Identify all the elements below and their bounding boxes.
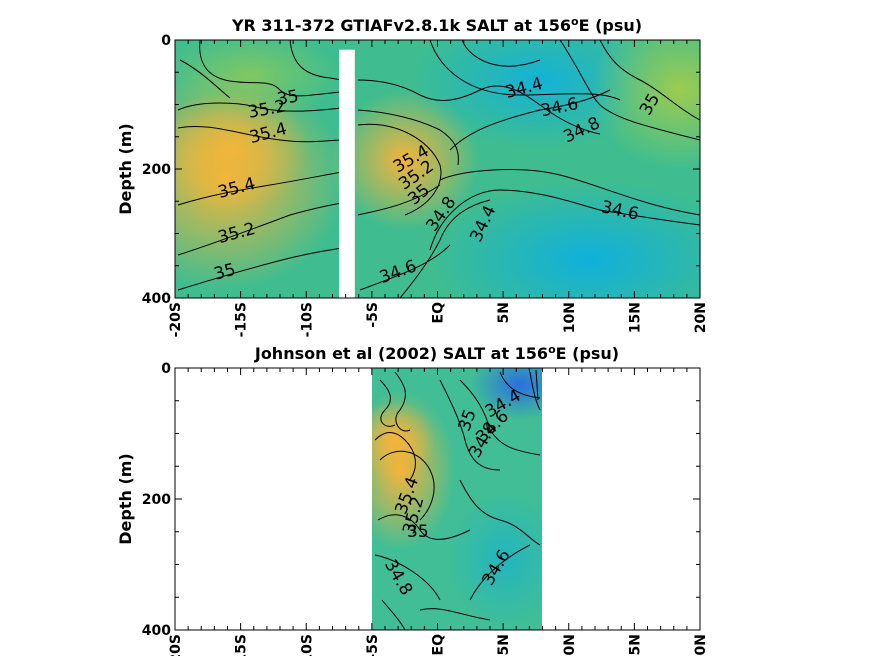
top-x-tick-label: 15N: [627, 302, 643, 333]
bottom-y-tick-label: 200: [142, 492, 171, 508]
bottom-x-tick-label: -5S: [365, 634, 381, 656]
top-axis-ticks: [174, 39, 701, 299]
bottom-axis-ticks: [174, 367, 701, 631]
top-contour-label: 35: [275, 86, 300, 109]
top-contour-lines: [177, 40, 700, 298]
bottom-x-tick-label: EQ: [431, 634, 447, 656]
top-missing-data-band: [339, 49, 355, 298]
top-x-tick-labels: -20S -15S -10S -5S EQ 5N 10N 15N 20N: [168, 302, 709, 337]
top-x-tick-label: -15S: [234, 302, 250, 337]
top-x-tick-label: -20S: [168, 302, 184, 337]
top-salinity-field: 3535.235.435.435.23534.434.634.83535.435…: [175, 40, 700, 298]
top-x-tick-label: 10N: [562, 302, 578, 333]
top-panel: YR 311-372 GTIAFv2.8.1k SALT at 156oE (p…: [116, 15, 709, 337]
top-x-tick-label: -10S: [299, 302, 315, 337]
bottom-x-tick-label: -10S: [299, 634, 315, 656]
top-panel-title: YR 311-372 GTIAFv2.8.1k SALT at 156oE (p…: [231, 15, 642, 35]
top-x-tick-label: 20N: [693, 302, 709, 333]
bottom-x-tick-label: 15N: [627, 634, 643, 656]
top-y-tick-label: 200: [142, 162, 171, 178]
top-y-axis-label: Depth (m): [116, 123, 135, 215]
bottom-y-tick-labels: 0 200 400: [142, 361, 171, 639]
top-x-tick-label: 5N: [496, 302, 512, 323]
bottom-y-axis-label: Depth (m): [116, 453, 135, 545]
bottom-x-tick-label: 10N: [562, 634, 578, 656]
top-y-tick-label: 400: [142, 291, 171, 307]
bottom-contour-lines: [374, 369, 541, 630]
top-x-tick-label: EQ: [431, 302, 447, 324]
bottom-y-tick-label: 0: [161, 361, 171, 377]
bottom-panel-title: Johnson et al (2002) SALT at 156oE (psu): [254, 343, 619, 363]
bottom-x-tick-label: -20S: [168, 634, 184, 656]
bottom-x-tick-label: 20N: [693, 634, 709, 656]
bottom-x-tick-label: 5N: [496, 634, 512, 655]
top-contour-labels: 3535.235.435.435.23534.434.634.83535.435…: [212, 74, 664, 288]
bottom-contour-label: 35: [407, 522, 429, 542]
top-x-tick-label: -5S: [365, 302, 381, 328]
top-y-tick-label: 0: [161, 33, 171, 49]
bottom-y-tick-label: 400: [142, 623, 171, 639]
bottom-x-tick-label: -15S: [234, 634, 250, 656]
bottom-panel: Johnson et al (2002) SALT at 156oE (psu): [116, 343, 709, 656]
top-y-tick-labels: 0 200 400: [142, 33, 171, 307]
bottom-x-tick-labels: -20S -15S -10S -5S EQ 5N 10N 15N 20N: [168, 634, 709, 656]
